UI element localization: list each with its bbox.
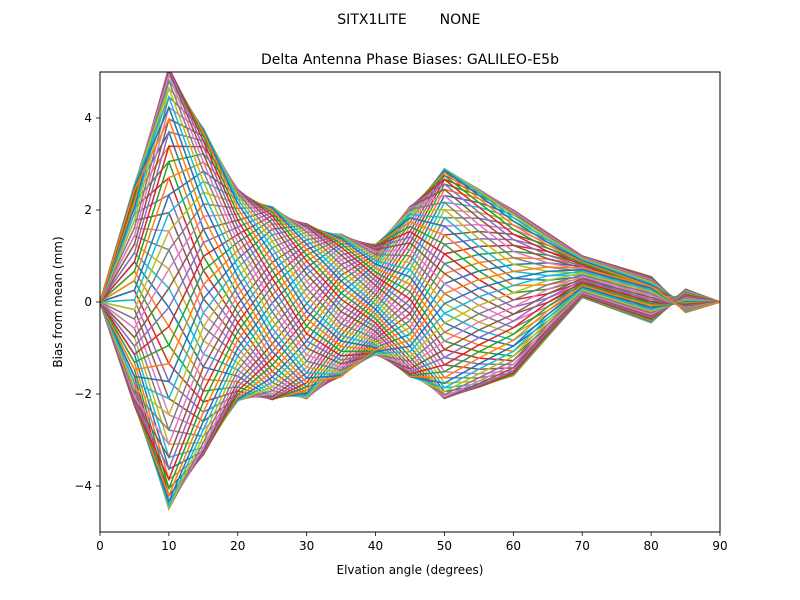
series-line bbox=[100, 105, 720, 379]
x-tick-label: 30 bbox=[299, 539, 314, 553]
series-line bbox=[100, 72, 720, 375]
x-axis-ticks: 0 10 20 30 40 50 60 70 80 90 bbox=[96, 532, 728, 553]
series-line bbox=[100, 78, 720, 371]
x-tick-label: 50 bbox=[437, 539, 452, 553]
series-line bbox=[100, 72, 720, 373]
series-line bbox=[100, 72, 720, 379]
x-tick-label: 80 bbox=[643, 539, 658, 553]
series-line bbox=[100, 72, 720, 368]
series-line bbox=[100, 85, 720, 374]
x-tick-label: 20 bbox=[230, 539, 245, 553]
chart-title: Delta Antenna Phase Biases: GALILEO-E5b bbox=[261, 52, 559, 68]
suptitle-left: SITX1LITE bbox=[337, 12, 406, 28]
series-line bbox=[100, 94, 720, 376]
x-tick-label: 40 bbox=[368, 539, 383, 553]
y-tick-label: 0 bbox=[84, 295, 92, 309]
x-tick-label: 70 bbox=[575, 539, 590, 553]
y-tick-label: −4 bbox=[74, 479, 92, 493]
y-tick-label: 2 bbox=[84, 203, 92, 217]
series-line bbox=[100, 72, 720, 370]
series-line bbox=[100, 72, 720, 377]
x-axis-label: Elvation angle (degrees) bbox=[337, 563, 484, 577]
x-tick-label: 60 bbox=[506, 539, 521, 553]
y-axis-label: Bias from mean (mm) bbox=[51, 236, 65, 367]
x-tick-label: 10 bbox=[161, 539, 176, 553]
y-tick-label: 4 bbox=[84, 111, 92, 125]
series-line bbox=[100, 117, 720, 384]
suptitle-right: NONE bbox=[440, 12, 481, 28]
x-tick-label: 0 bbox=[96, 539, 104, 553]
x-tick-label: 90 bbox=[712, 539, 727, 553]
y-tick-label: −2 bbox=[74, 387, 92, 401]
y-axis-ticks: −4 −2 0 2 4 bbox=[74, 111, 100, 493]
series-group bbox=[100, 72, 720, 511]
